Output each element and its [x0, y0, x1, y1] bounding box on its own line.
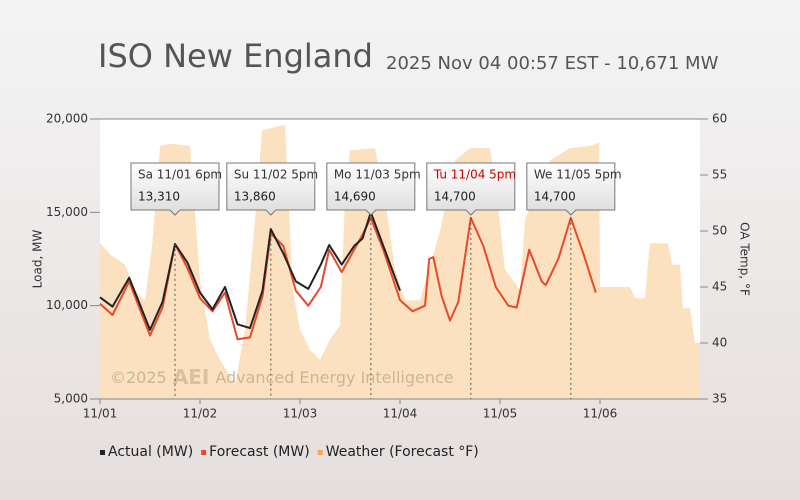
watermark: ©2025 AEI Advanced Energy Intelligence	[110, 365, 454, 389]
y-axis-title: Load, MW	[31, 230, 45, 289]
legend-label[interactable]: Actual (MW)	[108, 444, 193, 460]
chart-title: ISO New England	[98, 37, 373, 75]
callout-time: Mo 11/03 5pm	[334, 168, 421, 182]
callout-time: Su 11/02 5pm	[234, 168, 318, 182]
legend-swatch	[100, 450, 105, 455]
legend-swatch	[317, 450, 323, 455]
load-line	[99, 211, 401, 331]
y2-tick-label: 45	[712, 280, 727, 294]
callout-value: 14,690	[334, 190, 376, 204]
y-tick-label: 20,000	[46, 112, 88, 126]
callout-value: 14,700	[534, 190, 576, 204]
y2-tick-label: 60	[712, 112, 727, 126]
callout-time: Sa 11/01 6pm	[138, 168, 222, 182]
callout-value: 13,310	[138, 190, 180, 204]
x-tick-label: 11/02	[183, 407, 218, 421]
callout-box	[326, 162, 416, 216]
y-tick-label: 5,000	[54, 392, 88, 406]
y2-axis-title: OA Temp, °F	[738, 222, 752, 296]
y2-tick-label: 40	[712, 336, 727, 350]
callout-time: Tu 11/04 5pm	[433, 168, 516, 182]
y2-tick-label: 55	[712, 168, 727, 182]
callout-value: 14,700	[434, 190, 476, 204]
chart-subtitle: 2025 Nov 04 00:57 EST - 10,671 MW	[386, 53, 719, 74]
callout-box	[526, 162, 616, 216]
y2-tick-label: 50	[712, 224, 727, 238]
callout-box	[226, 162, 316, 216]
y-tick-label: 10,000	[46, 298, 88, 312]
x-tick-label: 11/06	[583, 407, 618, 421]
watermark-text: Advanced Energy Intelligence	[215, 368, 453, 387]
legend-swatch	[201, 450, 207, 455]
callout-time: We 11/05 5pm	[534, 168, 622, 182]
callout-box	[130, 162, 220, 216]
x-tick-label: 11/04	[383, 407, 418, 421]
watermark-logo: AEI	[173, 365, 210, 389]
legend-label[interactable]: Forecast (MW)	[209, 444, 310, 460]
x-tick-label: 11/05	[483, 407, 518, 421]
y-tick-label: 15,000	[46, 205, 88, 219]
callout-box	[426, 162, 516, 216]
x-tick-label: 11/03	[283, 407, 318, 421]
callout-value: 13,860	[234, 190, 276, 204]
watermark-year: ©2025	[110, 368, 167, 387]
x-tick-label: 11/01	[83, 407, 118, 421]
y2-tick-label: 35	[712, 392, 727, 406]
legend-label[interactable]: Weather (Forecast °F)	[326, 444, 479, 460]
